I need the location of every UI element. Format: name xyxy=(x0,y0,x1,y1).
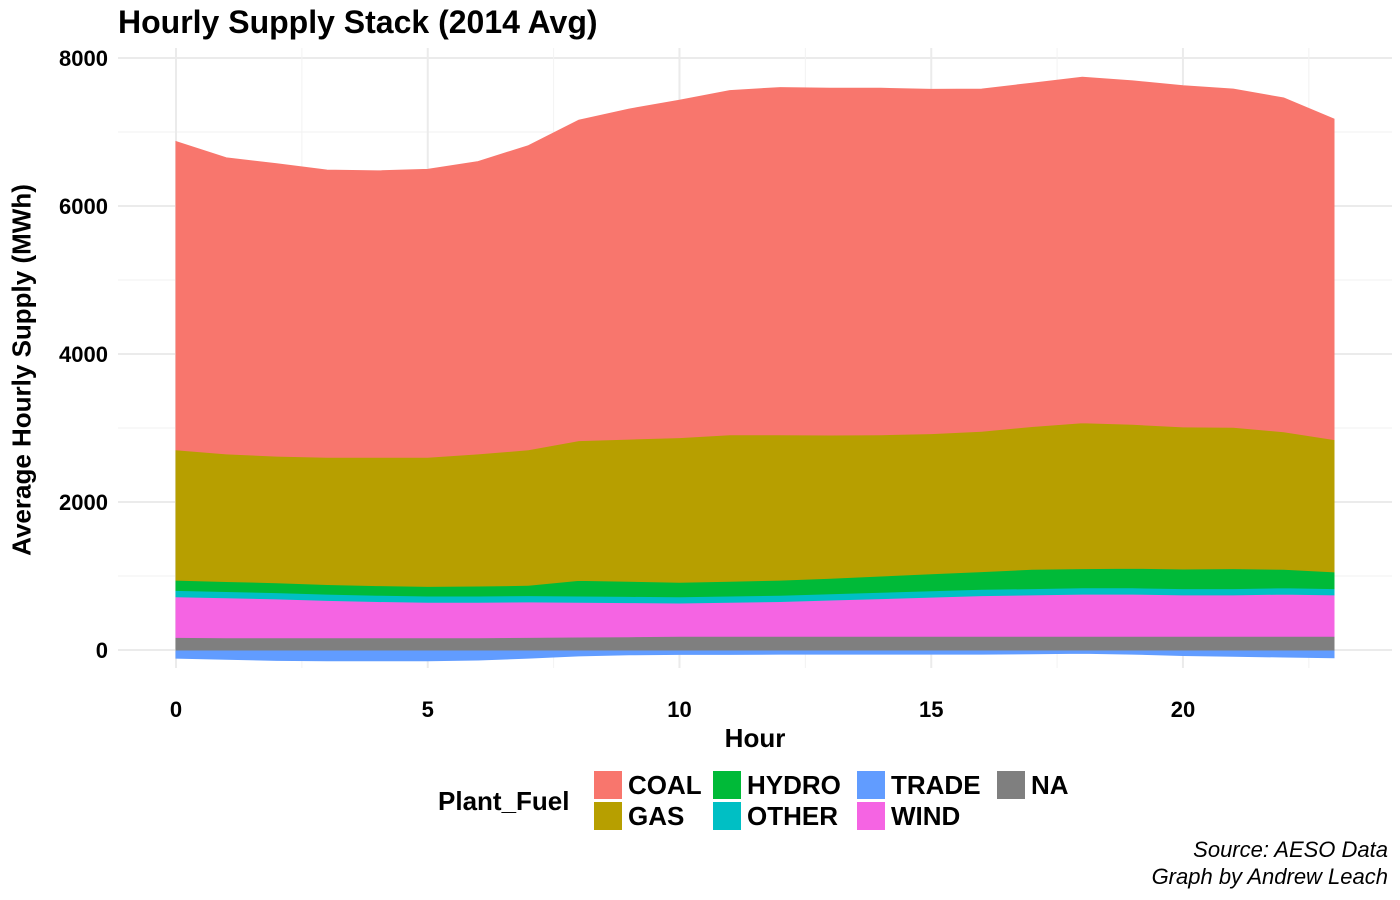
legend-swatch xyxy=(713,802,741,830)
x-axis-label: Hour xyxy=(724,723,786,753)
legend-label: OTHER xyxy=(747,801,838,831)
area-na xyxy=(175,635,1335,651)
legend-swatch xyxy=(857,771,885,799)
area-coal xyxy=(175,76,1335,458)
legend-label: COAL xyxy=(628,770,702,800)
y-tick-label: 2000 xyxy=(59,490,108,515)
x-tick-label: 0 xyxy=(170,697,182,722)
plot-areas xyxy=(175,76,1335,662)
x-tick-label: 10 xyxy=(667,697,691,722)
y-tick-label: 8000 xyxy=(59,46,108,71)
legend-swatch xyxy=(857,802,885,830)
legend-title: Plant_Fuel xyxy=(438,786,570,816)
y-axis-label: Average Hourly Supply (MWh) xyxy=(6,184,37,556)
y-tick-label: 6000 xyxy=(59,194,108,219)
legend-label: NA xyxy=(1031,770,1069,800)
legend-label: WIND xyxy=(891,801,961,831)
y-tick-label: 0 xyxy=(96,638,108,663)
x-axis-ticks: 0 5 10 15 20 xyxy=(170,697,1195,722)
legend-swatch xyxy=(594,802,622,830)
y-tick-label: 4000 xyxy=(59,342,108,367)
caption-source: Source: AESO Data xyxy=(1193,837,1388,862)
legend-swatch xyxy=(713,771,741,799)
chart-title: Hourly Supply Stack (2014 Avg) xyxy=(118,4,598,40)
x-tick-label: 5 xyxy=(422,697,434,722)
legend-swatch xyxy=(997,771,1025,799)
area-trade xyxy=(175,649,1335,662)
y-axis-ticks: 0 2000 4000 6000 8000 xyxy=(59,46,108,663)
legend-label: GAS xyxy=(628,801,685,831)
legend-label: TRADE xyxy=(891,770,981,800)
x-tick-label: 20 xyxy=(1171,697,1195,722)
legend-swatch xyxy=(594,771,622,799)
caption-author: Graph by Andrew Leach xyxy=(1151,864,1388,889)
x-tick-label: 15 xyxy=(919,697,943,722)
legend-label: HYDRO xyxy=(747,770,841,800)
